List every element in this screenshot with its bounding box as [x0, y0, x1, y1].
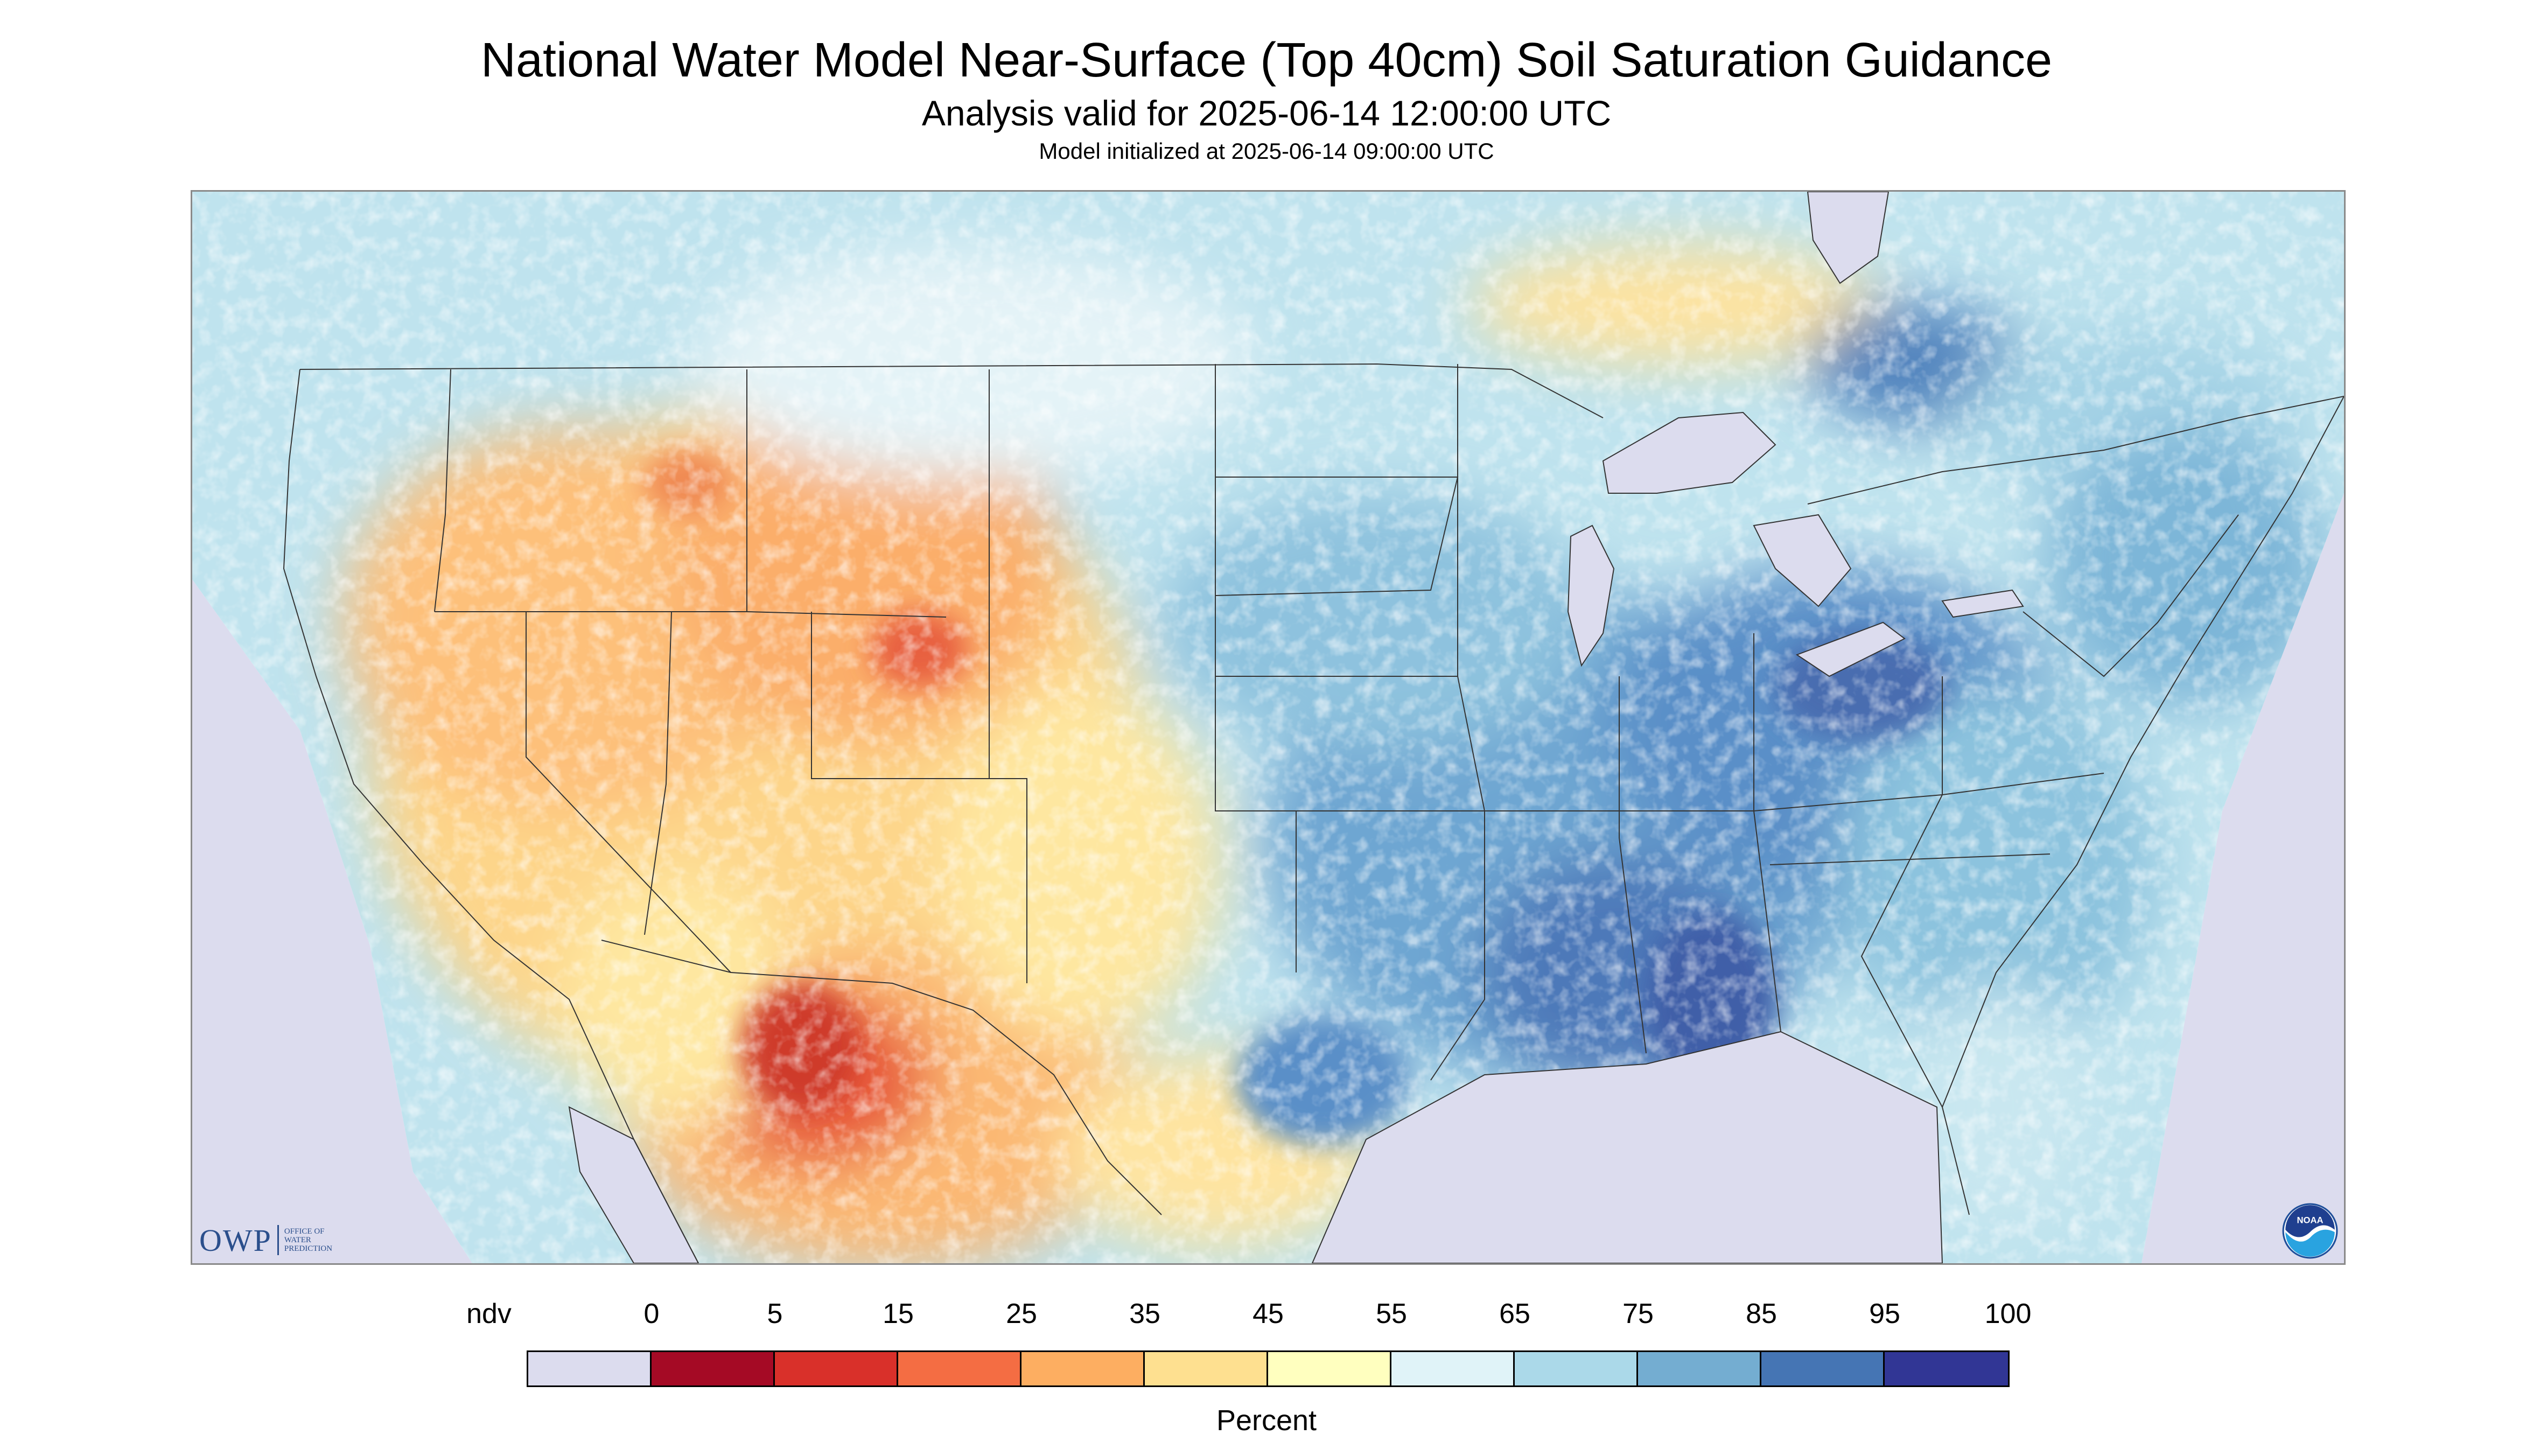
legend-swatch-10 — [1761, 1352, 1885, 1385]
legend-swatch-7 — [1391, 1352, 1515, 1385]
state-line-ar-la — [1430, 811, 1485, 1081]
legend-swatch-1 — [652, 1352, 775, 1385]
legend-tick-label-12: 100 — [1984, 1298, 2032, 1329]
no-data-area-west — [192, 579, 472, 1263]
legend-swatch-5 — [1145, 1352, 1268, 1385]
legend-tick-label-2: 5 — [767, 1298, 783, 1329]
owp-logo: OWP OFFICE OF WATER PREDICTION — [199, 1222, 333, 1258]
state-line-nv-az — [644, 611, 672, 935]
us-mexico-border — [601, 940, 1162, 1215]
lake-ontario — [1941, 589, 2024, 618]
legend-swatch-9 — [1638, 1352, 1761, 1385]
state-line-ut-co-nm — [811, 612, 1027, 983]
legend-swatch-8 — [1515, 1352, 1638, 1385]
legend-swatch-3 — [898, 1352, 1021, 1385]
legend-color-bar — [527, 1350, 2010, 1387]
state-line-ne-ks-mo — [1215, 676, 1486, 811]
legend-tick-label-9: 75 — [1622, 1298, 1654, 1329]
pacific-coastline — [283, 369, 699, 1263]
gulf-of-california — [568, 1106, 699, 1263]
color-legend: ndv 0 5 15 25 35 45 55 65 75 85 95 100 Percent — [0, 1298, 2533, 1437]
owp-logo-mark: OWP — [199, 1222, 272, 1258]
lake-superior — [1602, 411, 1776, 494]
owp-logo-divider — [277, 1225, 279, 1255]
us-canada-border-east — [1807, 396, 2344, 505]
state-line-appalachia — [1860, 676, 1943, 1108]
us-canada-border — [299, 363, 1604, 418]
atlantic-coastline — [1941, 396, 2344, 1215]
no-data-area-east — [2142, 493, 2344, 1263]
owp-logo-text: OFFICE OF WATER PREDICTION — [284, 1227, 333, 1253]
state-line-ga-sc — [1769, 853, 2051, 865]
legend-tick-labels: ndv 0 5 15 25 35 45 55 65 75 85 95 100 — [0, 1298, 2533, 1330]
noaa-logo-text: NOAA — [2297, 1215, 2324, 1225]
legend-tick-label-11: 95 — [1869, 1298, 1900, 1329]
political-boundaries — [299, 363, 2344, 1215]
legend-tick-label-8: 65 — [1499, 1298, 1530, 1329]
legend-swatch-4 — [1021, 1352, 1145, 1385]
legend-tick-label-1: 0 — [643, 1298, 660, 1329]
lake-huron — [1753, 514, 1852, 607]
state-line-sd-mn — [1215, 477, 1459, 596]
state-line-42n — [435, 611, 947, 618]
lake-erie — [1795, 621, 1906, 677]
soil-saturation-map — [192, 192, 2344, 1263]
hudson-bay — [1807, 192, 1890, 284]
saturation-field — [192, 192, 2344, 1263]
state-line-dakotas-kansas-ok — [1215, 364, 1297, 972]
legend-swatch-6 — [1268, 1352, 1391, 1385]
state-line-ny-new-england — [2023, 514, 2239, 677]
legend-tick-label-7: 55 — [1376, 1298, 1407, 1329]
legend-swatch-0 — [528, 1352, 652, 1385]
state-line-ca-nv — [526, 612, 731, 973]
gulf-of-mexico — [1311, 1031, 1943, 1263]
legend-tick-label-0: ndv — [466, 1298, 512, 1329]
model-init-time: Model initialized at 2025-06-14 09:00:00… — [1039, 138, 1494, 164]
legend-tick-label-4: 25 — [1006, 1298, 1037, 1329]
legend-tick-label-5: 35 — [1129, 1298, 1160, 1329]
water-bodies — [568, 192, 2024, 1263]
legend-tick-label-10: 85 — [1746, 1298, 1777, 1329]
state-line-wa-or — [434, 369, 451, 612]
legend-tick-label-3: 15 — [883, 1298, 914, 1329]
analysis-valid-time: Analysis valid for 2025-06-14 12:00:00 U… — [921, 93, 1612, 133]
lake-michigan — [1567, 524, 1615, 667]
map-title: National Water Model Near-Surface (Top 4… — [480, 33, 2052, 87]
legend-swatch-11 — [1885, 1352, 2008, 1385]
noaa-logo: NOAA — [2282, 1203, 2338, 1259]
legend-tick-label-6: 45 — [1252, 1298, 1284, 1329]
map-panel — [191, 190, 2346, 1265]
state-line-il-ms — [1619, 676, 1647, 1054]
legend-unit-label: Percent — [1216, 1404, 1317, 1437]
legend-swatch-2 — [775, 1352, 898, 1385]
state-line-in-oh-al — [1753, 633, 1781, 1032]
